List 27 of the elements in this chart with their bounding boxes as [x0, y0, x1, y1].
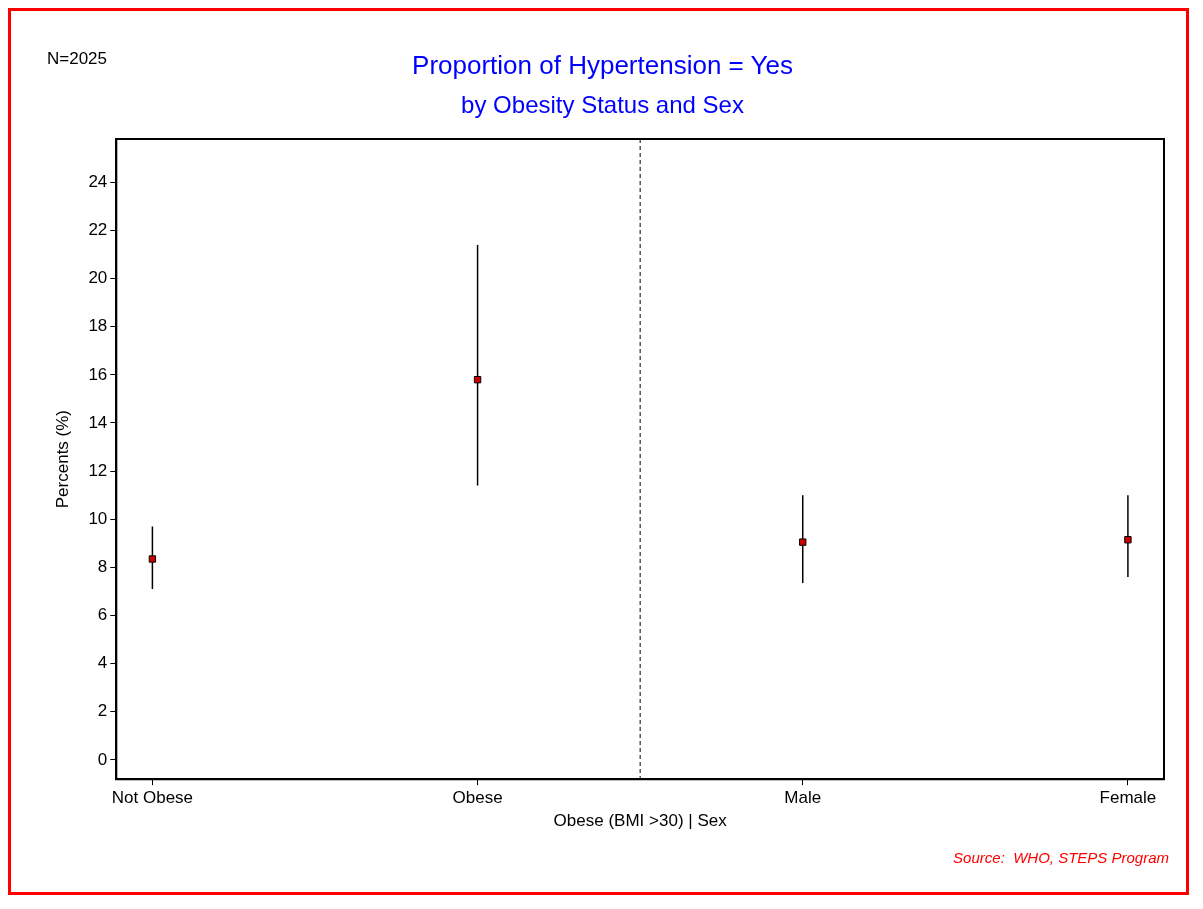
- point: [799, 538, 807, 546]
- x-tick-label: Male: [784, 788, 822, 808]
- text: N=2025: [47, 49, 108, 69]
- y-tick-label: 16: [88, 364, 108, 384]
- y-tick-label: 24: [88, 172, 108, 192]
- chart-subtitle: by Obesity Status and Sex: [461, 91, 744, 119]
- chart-title: Proportion of Hypertension = Yes: [412, 49, 793, 80]
- y-tick-label: 8: [97, 557, 108, 577]
- y-tick-label: 6: [97, 605, 108, 625]
- y-tick-label: 12: [88, 460, 108, 480]
- x-tick-label: Female: [1099, 788, 1157, 808]
- x-tick-label: Obese: [452, 788, 503, 808]
- x-axis-title: Obese (BMI >30) | Sex: [553, 811, 728, 831]
- point: [1124, 536, 1132, 544]
- y-axis-title: Percents (%): [52, 409, 72, 509]
- y-tick-label: 20: [88, 268, 108, 288]
- source-note: Source: WHO, STEPS Program: [953, 849, 1169, 866]
- x-tick-label: Not Obese: [111, 788, 194, 808]
- y-tick-label: 22: [88, 220, 108, 240]
- y-tick-label: 0: [97, 749, 108, 769]
- point: [148, 555, 157, 563]
- y-tick-label: 4: [97, 653, 108, 673]
- y-tick-label: 2: [97, 701, 108, 721]
- point: [473, 376, 482, 384]
- y-tick-label: 18: [88, 316, 108, 336]
- y-tick-label: 14: [88, 412, 108, 432]
- y-tick-label: 10: [88, 508, 108, 528]
